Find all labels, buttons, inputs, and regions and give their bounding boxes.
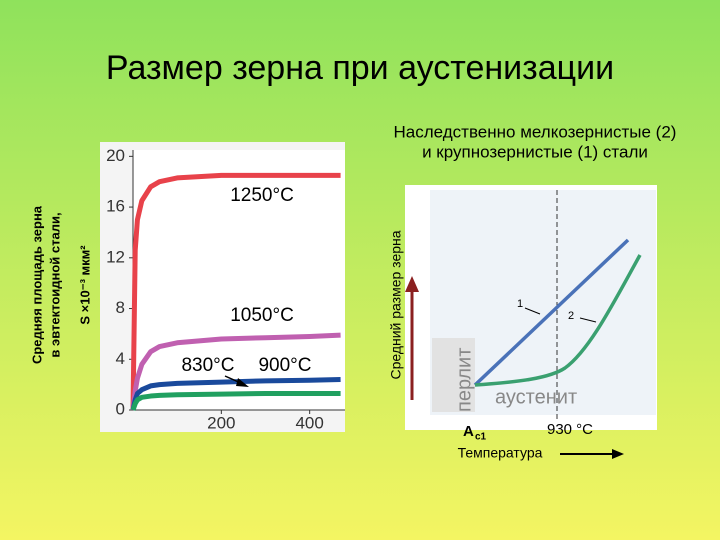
series-label: 830°C: [181, 355, 234, 376]
left-chart: 0 4 8 12 16 20 200 400 Средняя площадь зерна в эв…: [29, 146, 345, 432]
y-tick-label: 4: [116, 349, 125, 368]
line: [130, 332, 341, 411]
series-label: 1250°C: [230, 185, 294, 206]
ac1-sub: c1: [475, 432, 487, 443]
y-axis-label: в эвтектоидной стали,: [47, 212, 62, 357]
schematic-title: и крупнозернистые (1) стали: [422, 142, 648, 161]
y-tick-label: 0: [116, 399, 125, 418]
x-arrow-head: [612, 449, 624, 459]
leader-1: [524, 307, 541, 315]
ac1-label: A: [463, 423, 474, 440]
line: [130, 377, 341, 411]
line: [130, 172, 341, 411]
line: [130, 391, 341, 411]
y-tick-label: 12: [106, 247, 125, 266]
schematic-title: Наследственно мелкозернистые (2): [394, 122, 677, 141]
schematic-x-label: Температура: [458, 445, 543, 461]
curve-2: [474, 254, 642, 387]
slide-title: Размер зерна при аустенизации: [106, 49, 614, 87]
y-tick-label: 20: [106, 146, 125, 165]
austenite-label: аустенит: [495, 386, 577, 408]
y-axis-label: S ×10⁻³ мкм²: [77, 245, 92, 325]
line-label: 2: [568, 310, 574, 322]
pointer-arrow-head: [236, 378, 249, 387]
y-tick-label: 8: [116, 298, 125, 317]
x-tick-label: 200: [207, 413, 235, 432]
x-tick-label: 400: [295, 413, 323, 432]
line-label: 1: [517, 298, 523, 310]
pearlite-box: [432, 338, 475, 412]
schematic-y-label: Средний размер зерна: [388, 230, 404, 379]
series-label: 1050°C: [230, 305, 294, 326]
curve-1: [473, 238, 630, 387]
leader-2: [579, 317, 597, 323]
y-axis-label: Средняя площадь зерна: [29, 205, 44, 364]
pearlite-label: перлит: [453, 348, 475, 412]
plot-area: [133, 150, 345, 410]
series-label: 900°C: [258, 355, 311, 376]
axis-arrow-head: [405, 276, 419, 292]
y-tick-label: 16: [106, 197, 125, 216]
temperature-label: 930 °C: [547, 421, 593, 438]
